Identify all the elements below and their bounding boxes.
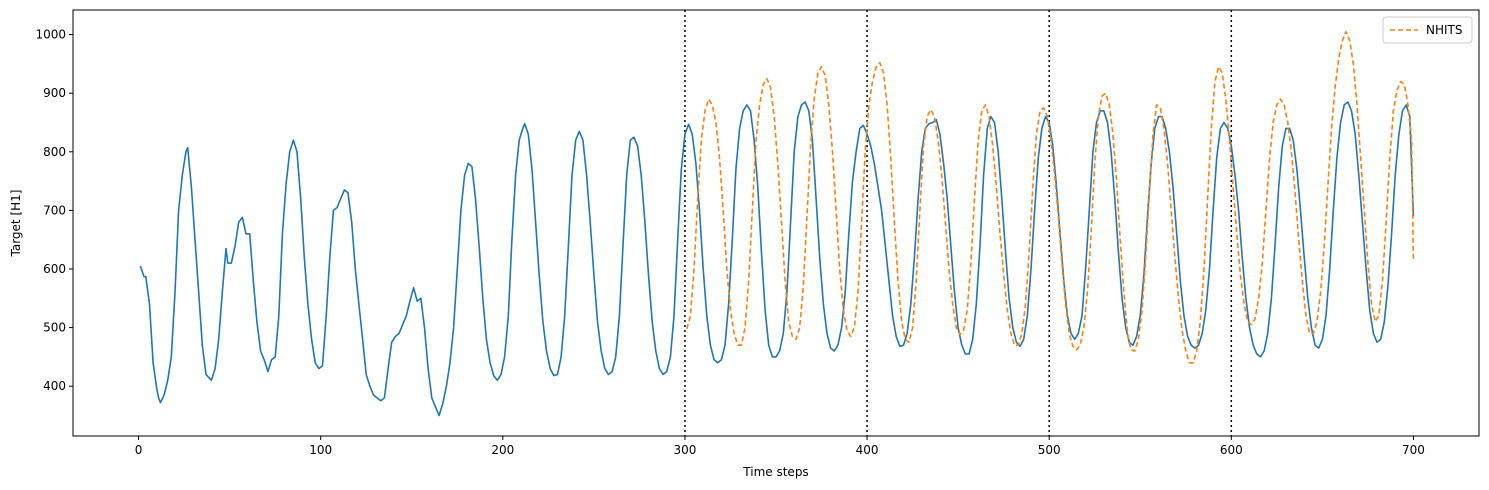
y-tick-label: 800 — [43, 145, 66, 159]
y-tick-label: 600 — [43, 262, 66, 276]
x-tick-label: 700 — [1402, 443, 1425, 457]
y-tick-label: 500 — [43, 321, 66, 335]
y-axis-title: Target [H1] — [9, 190, 23, 258]
legend: NHITS — [1382, 16, 1473, 44]
y-tick-label: 400 — [43, 379, 66, 393]
x-tick-label: 600 — [1220, 443, 1243, 457]
vertical-markers — [684, 10, 1233, 436]
series-layer — [139, 30, 1415, 417]
x-tick-label: 200 — [491, 443, 514, 457]
x-tick-label: 0 — [135, 443, 143, 457]
x-axis-title: Time steps — [742, 465, 808, 479]
x-tick-label: 500 — [1038, 443, 1061, 457]
y-tick-label: 700 — [43, 203, 66, 217]
series-line-nhits — [686, 30, 1415, 364]
x-tick-label: 400 — [856, 443, 879, 457]
legend-box — [1382, 16, 1473, 44]
x-tick-label: 100 — [309, 443, 332, 457]
plot-frame — [72, 9, 1480, 437]
series-line-actual — [139, 101, 1415, 417]
y-tick-label: 1000 — [35, 28, 66, 42]
plot-background — [73, 10, 1479, 436]
x-axis: 0 100 200 300 400 500 600 700 — [135, 436, 1425, 457]
x-tick-label: 300 — [673, 443, 696, 457]
y-tick-label: 900 — [43, 86, 66, 100]
legend-label-nhits: NHITS — [1426, 23, 1463, 37]
y-axis: 400 500 600 700 800 900 1000 — [35, 28, 73, 393]
